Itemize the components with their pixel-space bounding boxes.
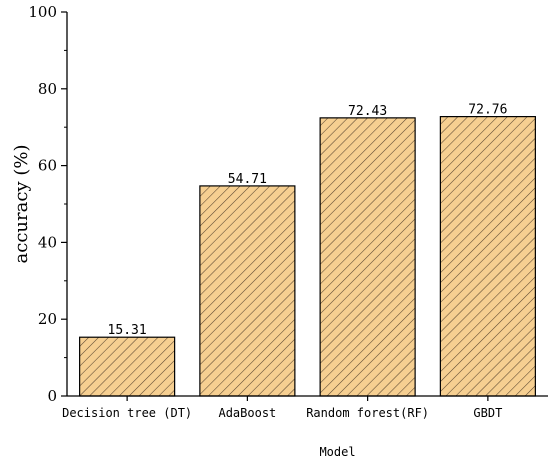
bar (439, 116, 536, 397)
y-tick-label: 60 (38, 157, 57, 175)
y-tick-label: 20 (38, 310, 57, 328)
x-ticks: Decision tree (DT) AdaBoost Random forest(… (62, 396, 502, 420)
x-category-label: AdaBoost (218, 406, 276, 420)
data-labels-layer: 15.31 54.71 72.43 72.76 (108, 103, 508, 339)
x-category-label: GBDT (473, 406, 502, 420)
y-tick-label: 80 (38, 80, 57, 98)
bar-value-label: 72.43 (348, 104, 387, 119)
bar-value-label: 54.71 (228, 172, 267, 187)
bar (319, 117, 416, 397)
bar-value-label: 72.76 (468, 103, 507, 118)
bar-value-label: 15.31 (108, 323, 147, 338)
y-ticks: 0 20 40 60 80 100 (28, 3, 67, 405)
y-tick-label: 0 (47, 387, 57, 405)
x-category-label: Decision tree (DT) (62, 406, 192, 420)
bars-layer (79, 116, 536, 397)
bar (199, 185, 296, 397)
y-axis-title: accuracy (%) (11, 145, 32, 264)
x-category-label: Random forest(RF) (306, 406, 429, 420)
y-tick-label: 100 (28, 3, 57, 21)
bar (79, 336, 176, 397)
x-axis-title: Model (319, 445, 355, 459)
y-tick-label: 40 (38, 233, 57, 251)
